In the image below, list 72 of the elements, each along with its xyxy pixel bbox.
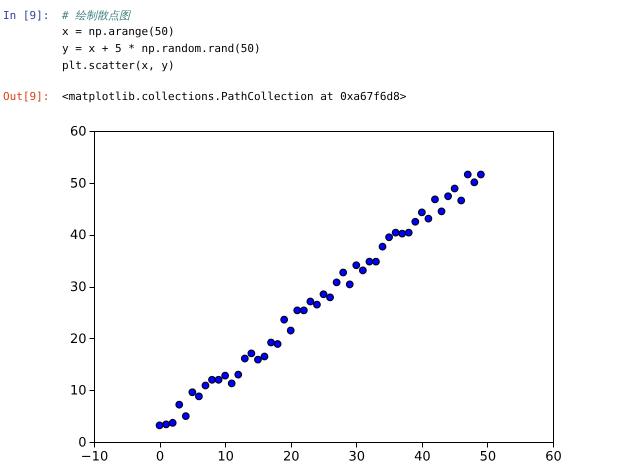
text: In [9]: (3, 9, 50, 22)
point (404, 228, 413, 236)
point (286, 326, 295, 334)
point (214, 376, 222, 384)
point (175, 400, 184, 409)
point (195, 392, 203, 400)
text: x = np.arange(50) (62, 25, 175, 38)
point (464, 170, 472, 178)
x-tick-label: −10 (80, 450, 108, 464)
point (450, 184, 459, 192)
point (470, 178, 478, 186)
point (320, 290, 328, 298)
point (267, 338, 275, 346)
point (247, 349, 256, 358)
point (392, 228, 400, 236)
point (398, 230, 406, 238)
text: # 绘制散点图 (61, 9, 132, 22)
point (385, 233, 393, 242)
point (418, 208, 426, 216)
x-tick-label: 0 (156, 450, 164, 464)
y-tick-label: 10 (70, 384, 86, 399)
x-tick-label: 60 (545, 450, 562, 464)
point (300, 306, 308, 314)
point (306, 298, 314, 306)
point (240, 354, 249, 362)
point (444, 192, 452, 200)
point (438, 207, 446, 216)
text: y = x + 5 * np.random.rand(50) (62, 42, 261, 55)
x-tick-label: 30 (348, 450, 366, 464)
point (208, 376, 216, 384)
point (352, 261, 360, 270)
point (346, 280, 354, 288)
x-tick-label: 20 (282, 450, 300, 464)
point (411, 218, 420, 226)
y-tick-label: 20 (70, 332, 86, 347)
point (293, 306, 302, 314)
point (339, 268, 348, 276)
point (326, 294, 334, 302)
y-tick-label: 60 (70, 124, 86, 140)
point (188, 388, 196, 396)
point (274, 340, 282, 348)
point (168, 418, 177, 427)
text: <matplotlib.collections.PathCollection at 0xa67f6d8> (62, 90, 407, 103)
x-tick-label: 10 (217, 450, 234, 464)
text: Out[9]: (3, 90, 50, 103)
point (228, 380, 236, 388)
point (162, 420, 170, 428)
point (457, 196, 466, 204)
point (234, 370, 242, 378)
point (378, 242, 386, 250)
point (366, 258, 374, 266)
point (182, 412, 190, 420)
point (260, 352, 268, 360)
x-tick-label: 40 (414, 450, 431, 464)
y-tick-label: 50 (70, 176, 86, 192)
point (202, 382, 210, 390)
point (332, 278, 341, 286)
point (424, 214, 432, 222)
point (431, 196, 439, 204)
y-tick-label: 30 (70, 280, 86, 295)
point (221, 372, 230, 380)
text: plt.scatter(x, y) (62, 59, 175, 72)
point (280, 316, 288, 324)
point (156, 422, 164, 430)
point (476, 170, 485, 178)
point (372, 258, 380, 266)
x-tick-label: 50 (480, 450, 496, 464)
y-tick-label: 40 (70, 228, 86, 244)
point (358, 266, 367, 274)
y-tick-label: 0 (78, 436, 86, 450)
point (313, 300, 321, 309)
point (254, 356, 262, 364)
